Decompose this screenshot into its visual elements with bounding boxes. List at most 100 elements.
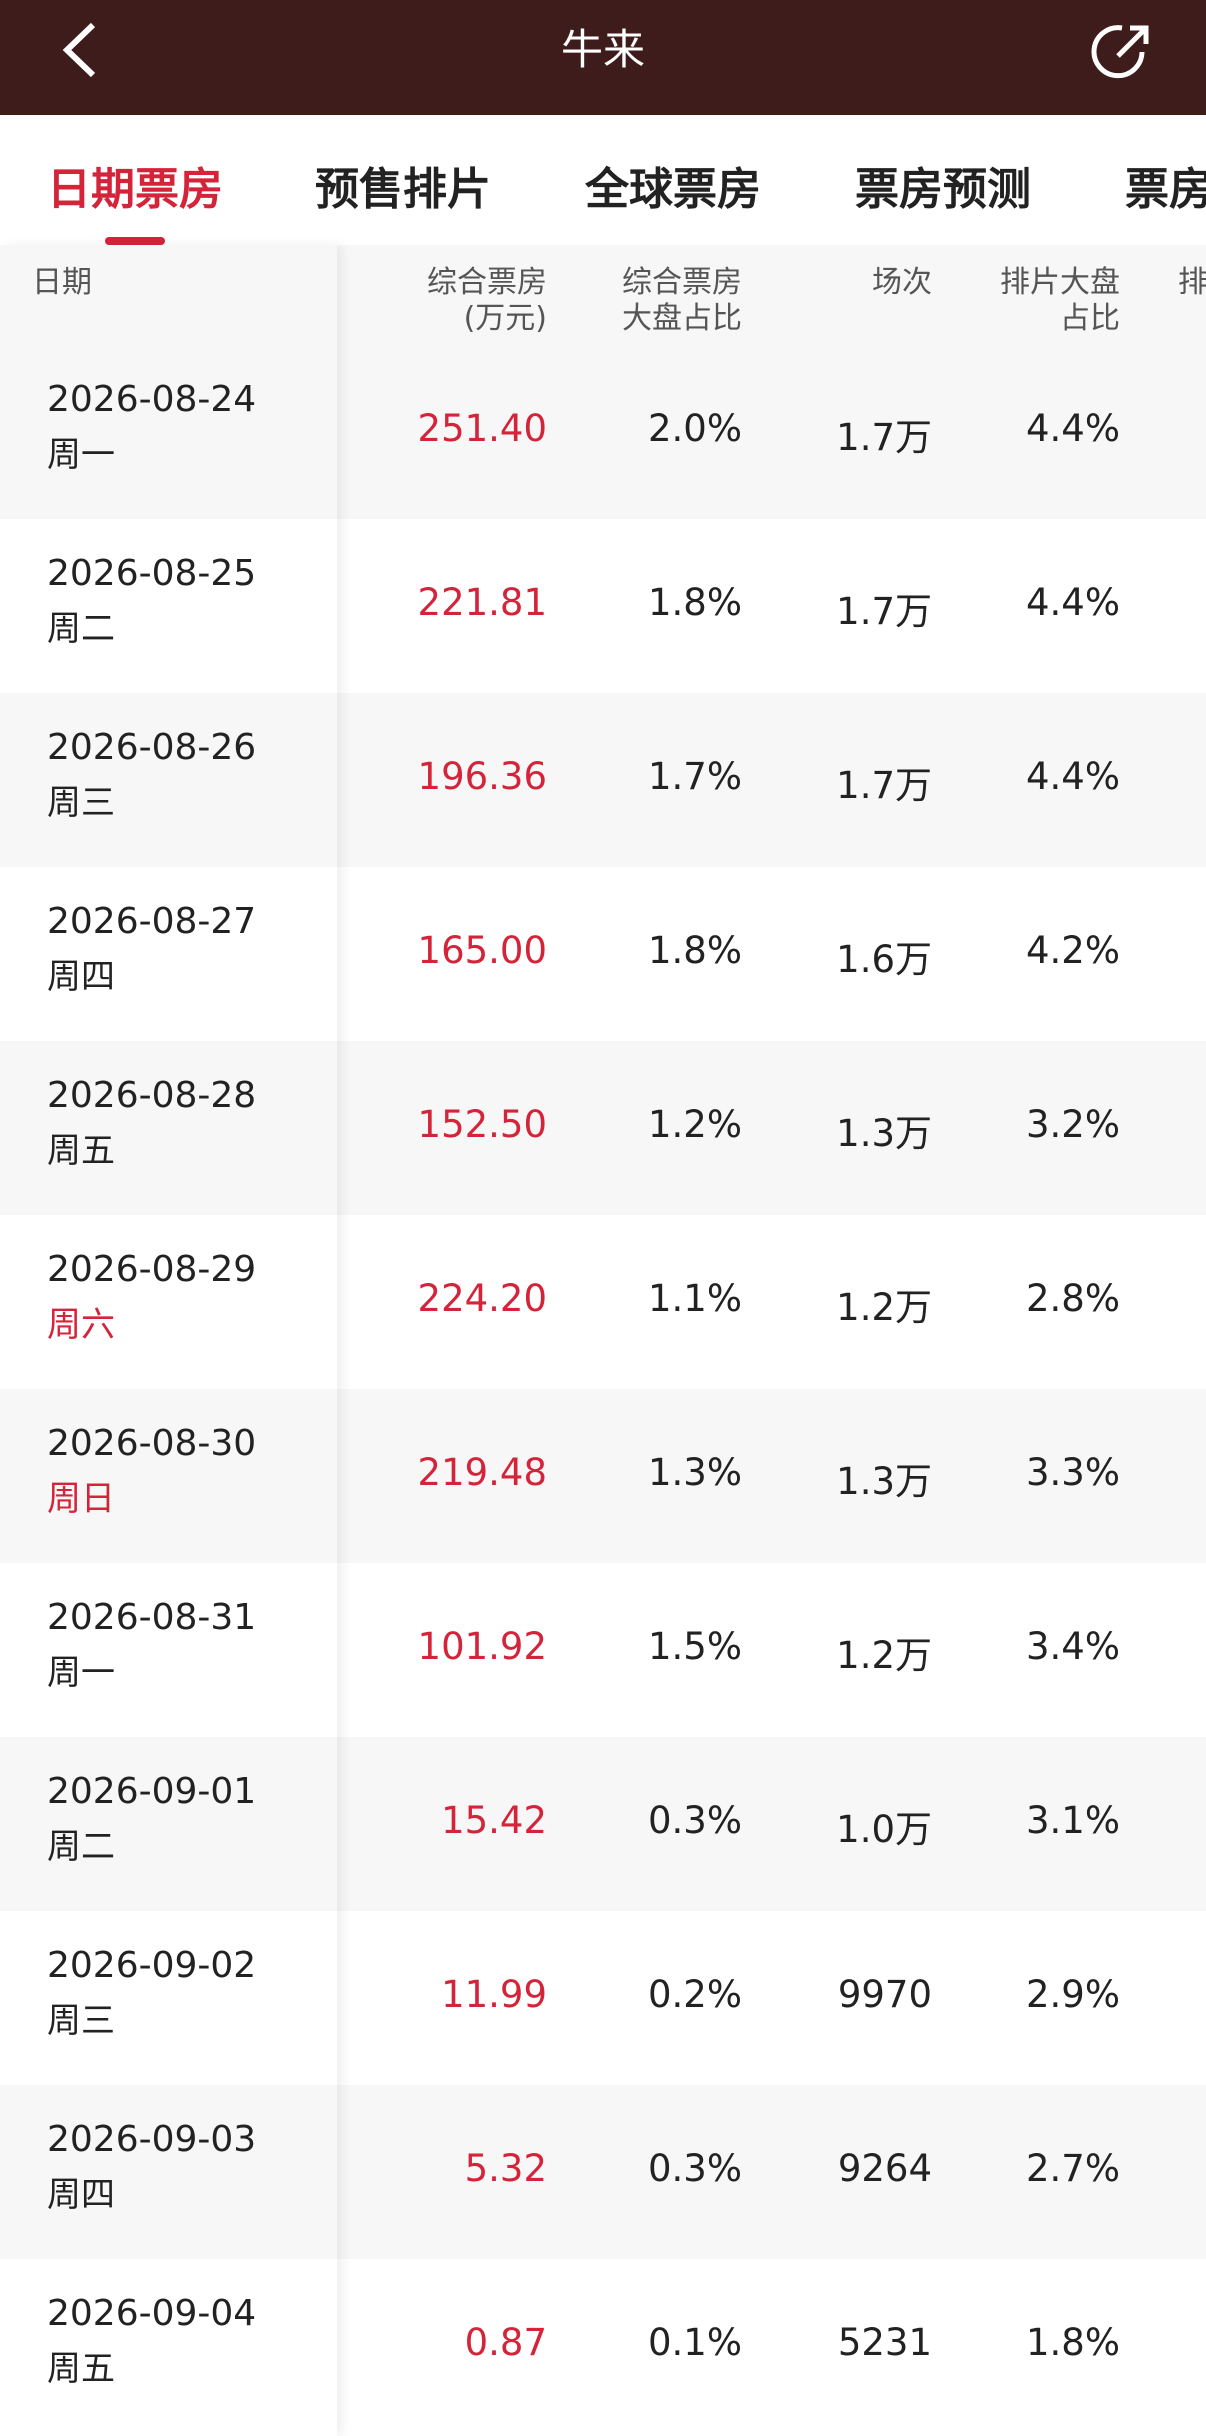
box: 11.99 — [441, 1973, 547, 2016]
shows: 1.7万 — [836, 416, 932, 459]
shows: 9970 — [837, 1973, 932, 2016]
table-row[interactable]: 2026-08-29 周六 224.20 1.1% 1.2万 2.8% — [0, 1215, 1206, 1389]
share: 1.7% — [648, 755, 742, 798]
schedule: 3.4% — [1026, 1625, 1120, 1668]
box: 0.87 — [464, 2321, 547, 2364]
column-header: 排 — [1178, 265, 1206, 301]
schedule: 2.9% — [1026, 1973, 1120, 2016]
tab-indicator — [105, 237, 165, 245]
weekday: 周三 — [47, 2001, 115, 2041]
shows: 1.0万 — [836, 1808, 932, 1851]
share: 1.1% — [648, 1277, 742, 1320]
weekday: 周六 — [47, 1305, 115, 1345]
share-button[interactable] — [1090, 18, 1156, 84]
schedule: 4.4% — [1026, 407, 1120, 450]
shows: 1.6万 — [836, 938, 932, 981]
shows: 5231 — [837, 2321, 932, 2364]
shows: 1.2万 — [836, 1634, 932, 1677]
box: 224.20 — [417, 1277, 547, 1320]
box: 219.48 — [417, 1451, 547, 1494]
table-row[interactable]: 2026-08-28 周五 152.50 1.2% 1.3万 3.2% — [0, 1041, 1206, 1215]
box: 15.42 — [441, 1799, 547, 1842]
date: 2026-08-30 — [47, 1423, 257, 1464]
column-header: 综合票房 大盘占比 — [622, 265, 742, 337]
tab[interactable]: 预售排片 — [315, 164, 491, 215]
column-header-line: 综合票房 — [622, 265, 742, 300]
schedule: 1.8% — [1026, 2321, 1120, 2364]
shows: 1.3万 — [836, 1112, 932, 1155]
date: 2026-08-25 — [47, 553, 257, 594]
table-row[interactable]: 2026-08-24 周一 251.40 2.0% 1.7万 4.4% — [0, 345, 1206, 519]
share: 1.8% — [648, 581, 742, 624]
column-header-line: 综合票房 — [427, 265, 547, 300]
date: 2026-08-31 — [47, 1597, 257, 1638]
box: 101.92 — [417, 1625, 547, 1668]
column-header-line: 排片大盘 — [1000, 265, 1120, 300]
date: 2026-08-26 — [47, 727, 257, 768]
share: 1.3% — [648, 1451, 742, 1494]
shows: 1.7万 — [836, 590, 932, 633]
shows: 1.7万 — [836, 764, 932, 807]
tab-bar: 日期票房 预售排片 全球票房 票房预测 票房 — [0, 115, 1206, 245]
schedule: 2.8% — [1026, 1277, 1120, 1320]
column-header-line: 占比 — [1060, 301, 1120, 336]
shows: 1.3万 — [836, 1460, 932, 1503]
table-row[interactable]: 2026-08-26 周三 196.36 1.7% 1.7万 4.4% — [0, 693, 1206, 867]
date: 2026-08-27 — [47, 901, 257, 942]
schedule: 3.1% — [1026, 1799, 1120, 1842]
column-header-line: 日期 — [32, 265, 92, 300]
date: 2026-09-03 — [47, 2119, 257, 2160]
weekday: 周日 — [47, 1479, 115, 1519]
box: 152.50 — [417, 1103, 547, 1146]
back-button[interactable] — [55, 20, 105, 80]
weekday: 周二 — [47, 1827, 115, 1867]
date: 2026-08-29 — [47, 1249, 257, 1290]
date: 2026-08-28 — [47, 1075, 257, 1116]
column-header-line: (万元) — [463, 301, 547, 336]
table-row[interactable]: 2026-09-02 周三 11.99 0.2% 9970 2.9% — [0, 1911, 1206, 2085]
column-header: 综合票房 (万元) — [427, 265, 547, 337]
date: 2026-09-04 — [47, 2293, 257, 2334]
tab[interactable]: 日期票房 — [47, 164, 223, 215]
column-header-line: 排 — [1178, 265, 1206, 300]
weekday: 周五 — [47, 1131, 115, 1171]
table-row[interactable]: 2026-08-27 周四 165.00 1.8% 1.6万 4.2% — [0, 867, 1206, 1041]
schedule: 3.2% — [1026, 1103, 1120, 1146]
column-header: 排片大盘 占比 — [1000, 265, 1120, 337]
column-header: 日期 — [32, 265, 92, 301]
weekday: 周一 — [47, 435, 115, 475]
date: 2026-09-02 — [47, 1945, 257, 1986]
column-header-line: 场次 — [872, 265, 932, 300]
share: 1.8% — [648, 929, 742, 972]
schedule: 2.7% — [1026, 2147, 1120, 2190]
table-header: 日期 综合票房 (万元) 综合票房 大盘占比 场次 排片大盘 占比排 — [0, 245, 1206, 345]
share: 0.1% — [648, 2321, 742, 2364]
share: 0.3% — [648, 1799, 742, 1842]
title: 牛来 — [560, 25, 645, 74]
date: 2026-09-01 — [47, 1771, 257, 1812]
schedule: 4.4% — [1026, 755, 1120, 798]
tab[interactable]: 票房预测 — [855, 164, 1031, 215]
column-header-line: 大盘占比 — [622, 301, 742, 336]
table-row[interactable]: 2026-08-25 周二 221.81 1.8% 1.7万 4.4% — [0, 519, 1206, 693]
shows: 9264 — [837, 2147, 932, 2190]
share: 0.2% — [648, 1973, 742, 2016]
tab[interactable]: 全球票房 — [585, 164, 761, 215]
schedule: 4.2% — [1026, 929, 1120, 972]
share: 2.0% — [648, 407, 742, 450]
tab[interactable]: 票房 — [1125, 164, 1206, 215]
schedule: 4.4% — [1026, 581, 1120, 624]
weekday: 周四 — [47, 957, 115, 997]
table-row[interactable]: 2026-09-03 周四 5.32 0.3% 9264 2.7% — [0, 2085, 1206, 2259]
weekday: 周二 — [47, 609, 115, 649]
share: 0.3% — [648, 2147, 742, 2190]
sticky-column-shadow — [0, 245, 337, 2436]
schedule: 3.3% — [1026, 1451, 1120, 1494]
box: 5.32 — [464, 2147, 547, 2190]
share: 1.5% — [648, 1625, 742, 1668]
table-row[interactable]: 2026-09-01 周二 15.42 0.3% 1.0万 3.1% — [0, 1737, 1206, 1911]
date: 2026-08-24 — [47, 379, 257, 420]
table-row[interactable]: 2026-08-31 周一 101.92 1.5% 1.2万 3.4% — [0, 1563, 1206, 1737]
table-row[interactable]: 2026-08-30 周日 219.48 1.3% 1.3万 3.3% — [0, 1389, 1206, 1563]
table-row[interactable]: 2026-09-04 周五 0.87 0.1% 5231 1.8% — [0, 2259, 1206, 2433]
